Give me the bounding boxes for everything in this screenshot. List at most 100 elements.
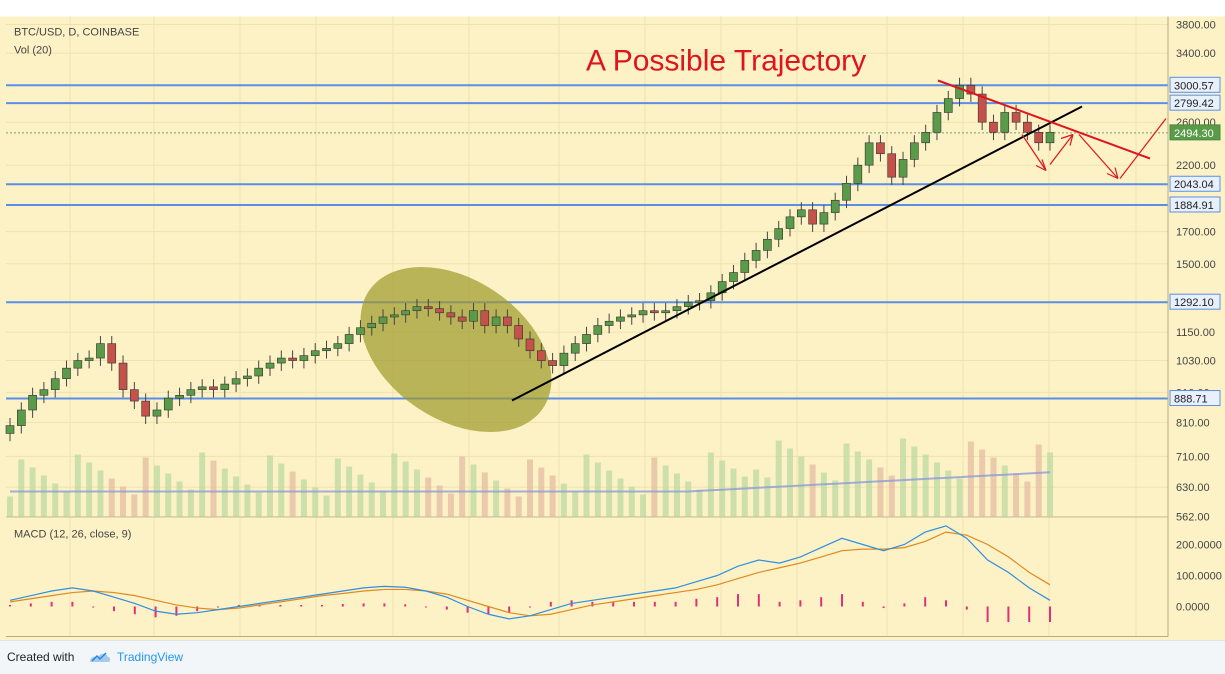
- macd-histogram-bar: [362, 603, 365, 607]
- macd-histogram-bar: [986, 606, 989, 622]
- candle-body: [887, 153, 897, 178]
- volume-bar: [549, 475, 556, 517]
- volume-bar: [651, 457, 658, 517]
- candle-body: [751, 250, 761, 261]
- candle-body: [209, 386, 218, 390]
- volume-bar: [911, 446, 918, 517]
- macd-histogram-bar: [508, 606, 511, 613]
- candle-body: [96, 343, 105, 359]
- volume-bar: [809, 464, 816, 517]
- candle-body: [864, 142, 874, 166]
- candle-body: [672, 306, 682, 312]
- candle-body: [955, 85, 964, 99]
- candle-body: [175, 394, 184, 399]
- volume-bar: [719, 460, 726, 517]
- volume-bar: [888, 475, 895, 517]
- macd-histogram-bar: [841, 594, 843, 607]
- volume-bar: [933, 462, 940, 517]
- annotation-title: A Possible Trajectory: [586, 45, 866, 78]
- volume-bar: [142, 457, 149, 517]
- macd-histogram-bar: [404, 604, 407, 607]
- candle-body: [910, 142, 919, 160]
- macd-histogram-bar: [196, 606, 199, 612]
- volume-bar: [764, 477, 771, 517]
- candle-body: [299, 355, 309, 361]
- macd-histogram-bar: [945, 600, 947, 607]
- volume-bar: [108, 478, 115, 517]
- macd-histogram-bar: [778, 601, 781, 607]
- price-label-box: [1169, 124, 1221, 141]
- candle-body: [17, 409, 26, 426]
- candle-body: [966, 85, 976, 95]
- candle-body: [842, 183, 851, 201]
- volume-bar: [1047, 452, 1053, 517]
- volume-bar: [527, 459, 533, 517]
- volume-average: [10, 471, 1051, 493]
- trajectory-path: [1119, 118, 1167, 179]
- volume-bar: [560, 483, 567, 517]
- volume-bar: [967, 441, 974, 517]
- price-label: 2043.04: [1174, 179, 1214, 191]
- macd-histogram-bar: [425, 606, 427, 608]
- macd-histogram-bar: [1049, 606, 1051, 622]
- candle-body: [333, 343, 343, 349]
- tradingview-logo-icon[interactable]: [88, 649, 112, 665]
- support-trendline: [511, 105, 1083, 402]
- volume-bar: [685, 481, 692, 517]
- chart-background: [0, 16, 1225, 657]
- candle-body: [457, 316, 467, 322]
- macd-histogram-bar: [882, 606, 885, 609]
- volume-bar: [368, 482, 375, 517]
- candle-body: [412, 306, 422, 312]
- volume-bar: [447, 493, 454, 517]
- candle-body: [152, 409, 162, 417]
- volume-bar: [7, 496, 13, 517]
- volume-bar: [945, 470, 952, 517]
- volume-bar: [402, 461, 409, 517]
- candle-body: [28, 394, 37, 411]
- volume-bar: [594, 462, 601, 517]
- price-axis-bg: [1168, 16, 1225, 657]
- macd-histogram-bar: [1007, 606, 1010, 622]
- macd-histogram-bar: [612, 601, 615, 607]
- candle-body: [5, 425, 15, 434]
- candle-body: [186, 389, 196, 396]
- macd-tick-label: 0.0000: [1176, 602, 1210, 614]
- candle-body: [876, 142, 885, 155]
- volume-bar: [617, 478, 624, 517]
- volume-bar: [74, 454, 81, 517]
- macd-histogram-bar: [965, 606, 968, 610]
- candle-body: [356, 327, 365, 335]
- macd-tick-label: 100.0000: [1176, 571, 1222, 583]
- volume-bar: [187, 489, 194, 517]
- macd-histogram-bar: [258, 604, 261, 607]
- candle-body: [932, 112, 942, 133]
- candle-body: [378, 316, 388, 324]
- volume-bar: [820, 472, 827, 517]
- candle-body: [197, 386, 207, 390]
- trajectory-arrows: [1021, 118, 1167, 180]
- macd-histogram-bar: [279, 604, 282, 607]
- candle-body: [559, 352, 569, 366]
- volume-bar: [86, 462, 93, 517]
- candle-body: [84, 357, 94, 361]
- macd-tick-label: 200.0000: [1176, 540, 1222, 552]
- candle-body: [310, 350, 320, 356]
- price-tick-label: 630.00: [1176, 482, 1210, 494]
- candle-body: [254, 367, 263, 377]
- tradingview-link[interactable]: TradingView: [117, 650, 184, 664]
- candle-body: [977, 93, 987, 123]
- volume-bar: [278, 463, 285, 517]
- volume-bar: [131, 494, 138, 517]
- footer-bar: Created with TradingView: [0, 640, 1225, 674]
- candle-body: [141, 400, 150, 417]
- volume-bar: [97, 470, 104, 517]
- candle-body: [265, 362, 275, 369]
- trajectory-path: [1049, 134, 1074, 165]
- candle-body: [446, 312, 456, 318]
- candle-body: [220, 383, 230, 390]
- volume-bar: [979, 449, 986, 517]
- volume-bar: [52, 483, 59, 517]
- volume-bar: [741, 476, 748, 517]
- volume-bar: [199, 452, 206, 517]
